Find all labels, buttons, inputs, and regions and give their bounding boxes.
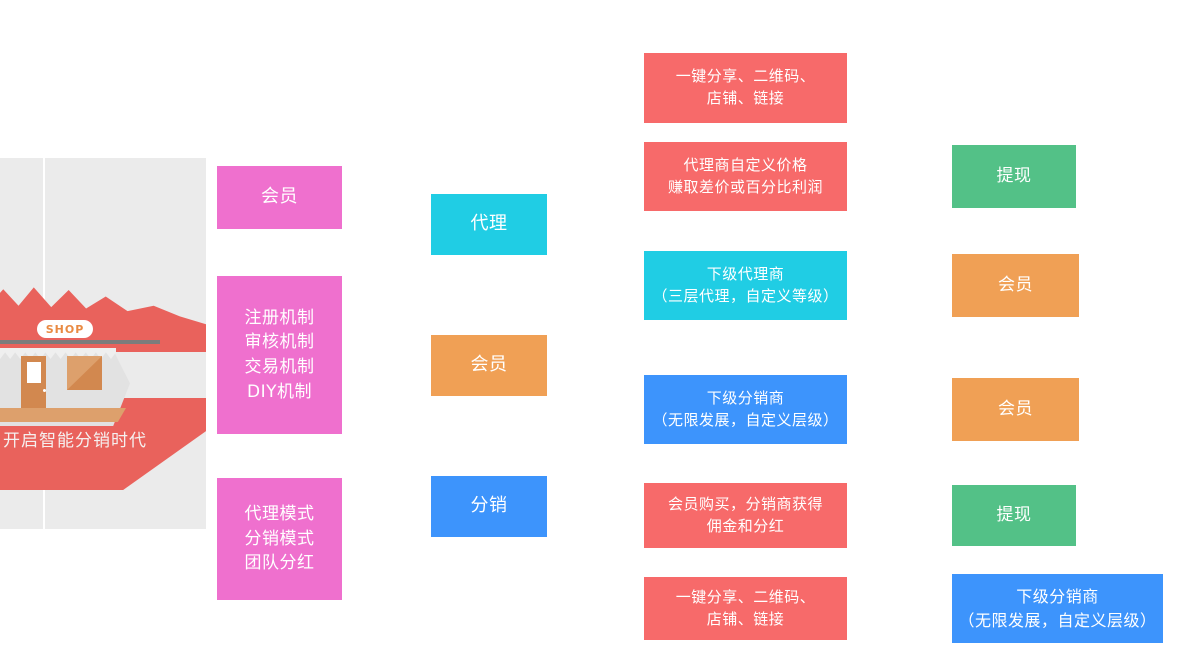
card-text: 分销: [431, 493, 547, 519]
card-capabilities-sub-agent[interactable]: 下级代理商 （三层代理，自定义等级）: [644, 251, 847, 320]
card-text-line: 分销模式: [244, 528, 315, 549]
shop-sign: SHOP: [37, 320, 93, 338]
card-text-line: 会员购买，分销商获得: [667, 494, 823, 513]
card-text-line: 会员: [998, 275, 1033, 296]
card-text: 会员购买，分销商获得 佣金和分红: [644, 494, 847, 538]
card-text-line: 交易机制: [244, 357, 315, 377]
card-text-line: 会员: [998, 399, 1033, 420]
door-pane-icon: [27, 362, 41, 383]
card-types-distribution[interactable]: 分销: [431, 476, 547, 537]
hero-headline: 开启智能分销时代: [3, 431, 147, 451]
card-capabilities-agent-pricing[interactable]: 代理商自定义价格 赚取差价或百分比利润: [644, 142, 847, 211]
card-text-line: DIY机制: [247, 381, 312, 402]
card-text: 会员: [952, 397, 1079, 422]
shop-window-icon: [67, 356, 102, 390]
card-text-line: 佣金和分红: [706, 516, 785, 535]
card-text-line: 店铺、链接: [706, 89, 785, 107]
card-text: 一键分享、二维码、 店铺、链接: [644, 66, 847, 110]
card-outcomes-member-distributor[interactable]: 会员: [952, 378, 1079, 441]
card-text-line: （无限发展，自定义层级）: [958, 610, 1157, 630]
card-text-line: 一键分享、二维码、: [675, 587, 816, 606]
card-text-line: （三层代理，自定义等级）: [652, 286, 839, 305]
card-types-agent[interactable]: 代理: [431, 194, 547, 255]
card-text-line: 注册机制: [244, 307, 315, 328]
card-text-line: 提现: [996, 505, 1032, 526]
card-text-line: 下级分销商: [1016, 587, 1099, 607]
card-outcomes-sub-distributor[interactable]: 下级分销商 （无限发展，自定义层级）: [952, 574, 1163, 643]
card-text: 下级代理商 （三层代理，自定义等级）: [644, 264, 847, 308]
card-capabilities-share-distributor[interactable]: 一键分享、二维码、 店铺、链接: [644, 577, 847, 640]
card-text: 代理: [431, 211, 547, 237]
card-roles-pink-mechanisms[interactable]: 注册机制审核机制交易机制 DIY机制: [217, 276, 342, 434]
card-text-line: 代理: [470, 213, 508, 235]
card-text-line: 会员: [470, 354, 508, 376]
card-outcomes-member-agent[interactable]: 会员: [952, 254, 1079, 317]
card-text: 一键分享、二维码、 店铺、链接: [644, 587, 847, 631]
card-capabilities-commission[interactable]: 会员购买，分销商获得 佣金和分红: [644, 483, 847, 548]
card-text: 会员: [431, 352, 547, 378]
card-text: 提现: [952, 164, 1076, 189]
card-text: 会员: [217, 184, 342, 210]
card-text: 注册机制审核机制交易机制 DIY机制: [217, 306, 342, 405]
storefront-base-icon: [0, 408, 126, 422]
card-text-line: 下级分销商: [706, 388, 785, 407]
card-text-line: 一键分享、二维码、: [675, 67, 816, 86]
card-text-line: 分销: [470, 495, 508, 517]
card-capabilities-share-agent[interactable]: 一键分享、二维码、 店铺、链接: [644, 53, 847, 123]
card-text-line: 团队分红: [244, 553, 315, 574]
card-text-line: （无限发展，自定义层级）: [652, 410, 839, 429]
door-knob-icon: [43, 389, 46, 392]
card-roles-pink-modes[interactable]: 代理模式分销模式团队分红: [217, 478, 342, 600]
card-text-line: 赚取差价或百分比利润: [667, 177, 823, 196]
card-text: 会员: [952, 273, 1079, 298]
hero-illustration: SHOP 开启智能分销时代: [0, 158, 206, 529]
card-text: 代理模式分销模式团队分红: [217, 502, 342, 576]
card-text-line: 代理商自定义价格: [683, 155, 808, 174]
card-types-member[interactable]: 会员: [431, 335, 547, 396]
card-outcomes-withdraw-distributor[interactable]: 提现: [952, 485, 1076, 546]
card-capabilities-sub-distributor[interactable]: 下级分销商 （无限发展，自定义层级）: [644, 375, 847, 444]
card-text-line: 店铺、链接: [706, 609, 785, 628]
card-text: 代理商自定义价格 赚取差价或百分比利润: [644, 155, 847, 199]
card-text-line: 代理模式: [244, 504, 315, 525]
card-text-line: 审核机制: [244, 332, 315, 353]
card-text-line: 下级代理商: [706, 264, 785, 283]
shop-rail: [0, 340, 160, 344]
card-text: 下级分销商 （无限发展，自定义层级）: [952, 585, 1163, 631]
card-text: 提现: [952, 503, 1076, 528]
awning-icon: [0, 348, 116, 359]
card-text: 下级分销商 （无限发展，自定义层级）: [644, 388, 847, 432]
card-text-line: 提现: [996, 166, 1032, 187]
card-outcomes-withdraw-agent[interactable]: 提现: [952, 145, 1076, 208]
card-text-line: 会员: [261, 186, 298, 208]
card-roles-pink-member[interactable]: 会员: [217, 166, 342, 229]
